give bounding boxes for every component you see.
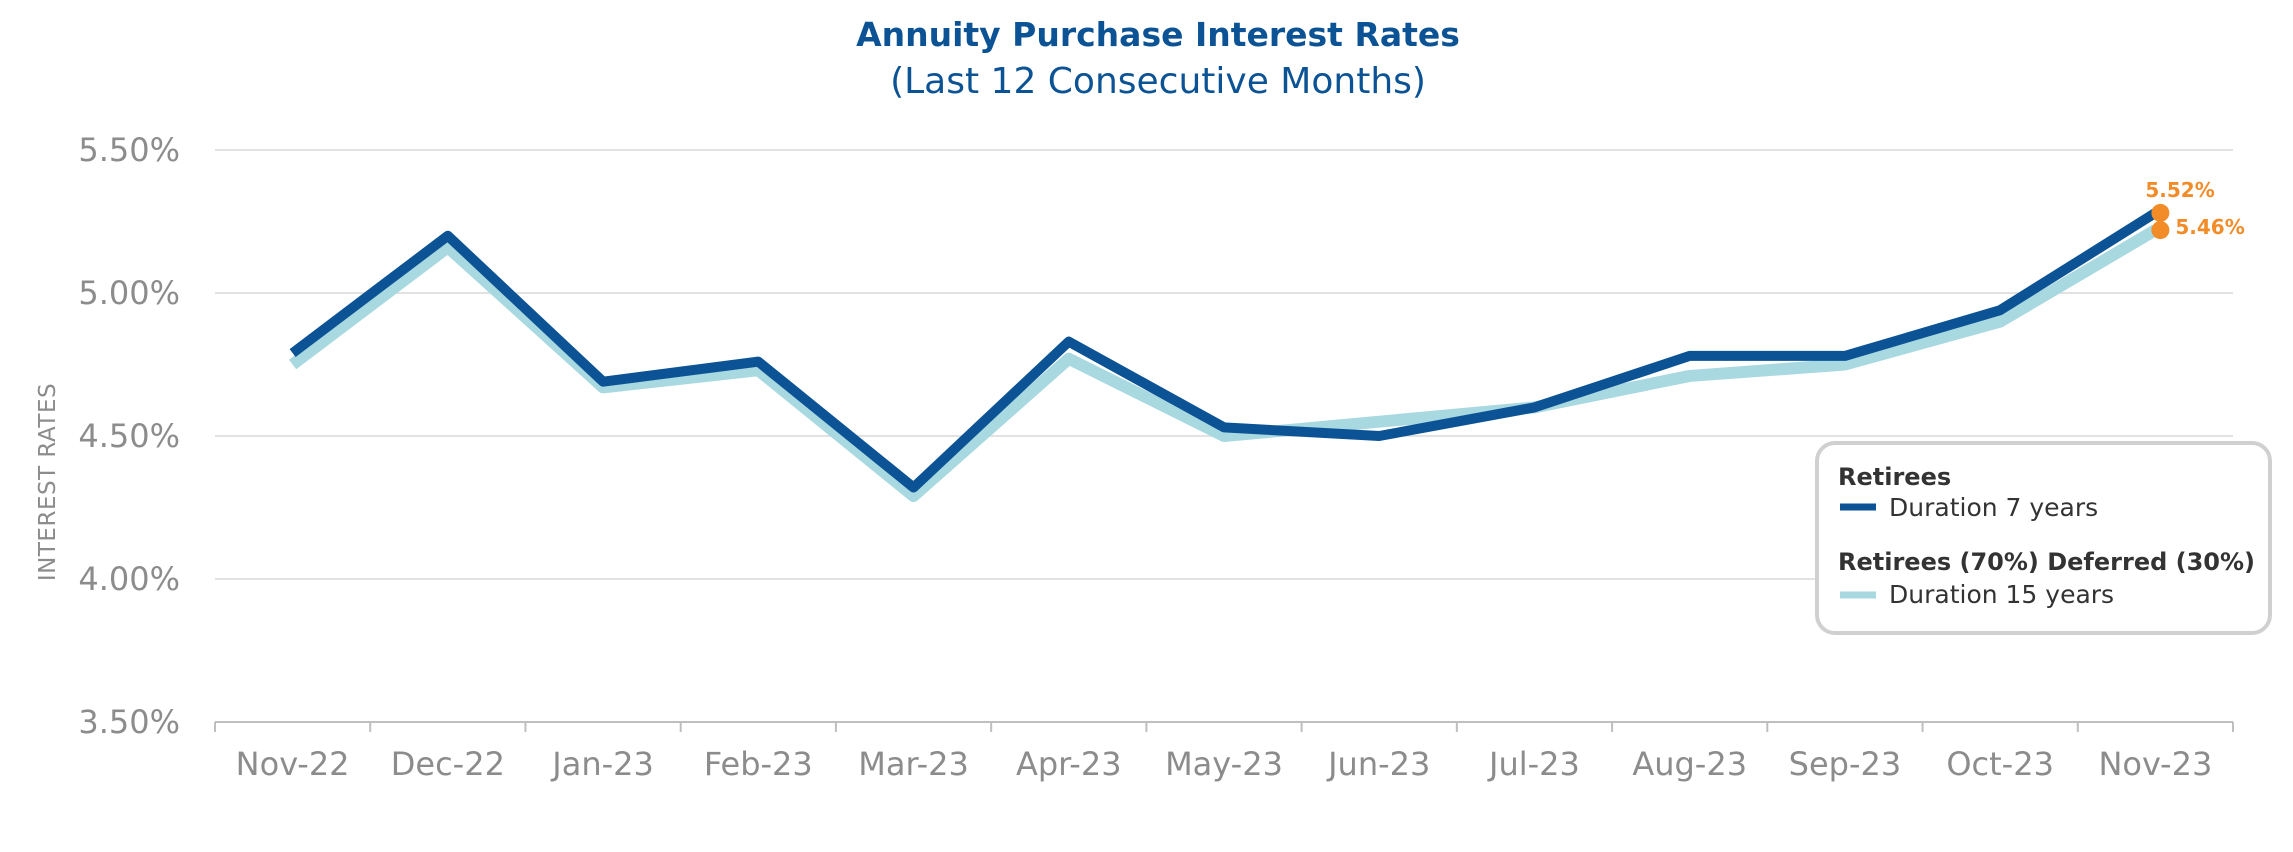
x-tick-label: Nov-22	[236, 745, 350, 783]
legend-group-1: Retirees	[1838, 463, 1951, 491]
y-tick-label: 5.50%	[78, 131, 180, 169]
end-marker-2	[2151, 221, 2170, 240]
x-tick-label: May-23	[1165, 745, 1283, 783]
y-tick-label: 4.00%	[78, 560, 180, 598]
legend-item-1: Duration 7 years	[1889, 493, 2098, 522]
y-axis-label: INTEREST RATES	[35, 383, 61, 581]
end-markers: 5.52% 5.46%	[2145, 178, 2245, 240]
legend-box	[1815, 441, 2272, 635]
x-tick-label: Apr-23	[1016, 745, 1122, 783]
series-line-2	[288, 224, 2159, 503]
legend-group-2: Retirees (70%) Deferred (30%)	[1838, 548, 2255, 576]
legend: Retirees Duration 7 years Retirees (70%)…	[1815, 441, 2272, 635]
y-axis-ticks: 5.50% 5.00% 4.50% 4.00% 3.50%	[78, 131, 180, 741]
data-label-2: 5.46%	[2175, 215, 2244, 239]
y-tick-label: 3.50%	[78, 703, 180, 741]
x-axis: Nov-22 Dec-22 Jan-23 Feb-23 Mar-23 Apr-23 May-…	[214, 721, 2234, 783]
y-tick-label: 4.50%	[78, 417, 180, 455]
chart-subtitle: (Last 12 Consecutive Months)	[890, 61, 1426, 102]
data-label-1: 5.52%	[2145, 178, 2214, 202]
x-tick-label: Aug-23	[1632, 745, 1747, 783]
x-tick-label: Jan-23	[550, 745, 654, 783]
legend-item-2: Duration 15 years	[1889, 580, 2114, 609]
y-tick-label: 5.00%	[78, 274, 180, 312]
x-tick-label: Oct-23	[1946, 745, 2054, 783]
x-tick-label: Jul-23	[1487, 745, 1580, 783]
x-tick-label: Feb-23	[704, 745, 813, 783]
series-lines	[288, 208, 2159, 503]
series-line-1	[289, 208, 2159, 493]
x-tick-label: Sep-23	[1789, 745, 1902, 783]
x-tick-label: Jun-23	[1326, 745, 1430, 783]
x-tick-label: Nov-23	[2098, 745, 2212, 783]
x-tick-label: Dec-22	[391, 745, 505, 783]
chart-title: Annuity Purchase Interest Rates	[856, 15, 1460, 54]
x-tick-label: Mar-23	[858, 745, 969, 783]
end-marker-1	[2151, 203, 2170, 222]
